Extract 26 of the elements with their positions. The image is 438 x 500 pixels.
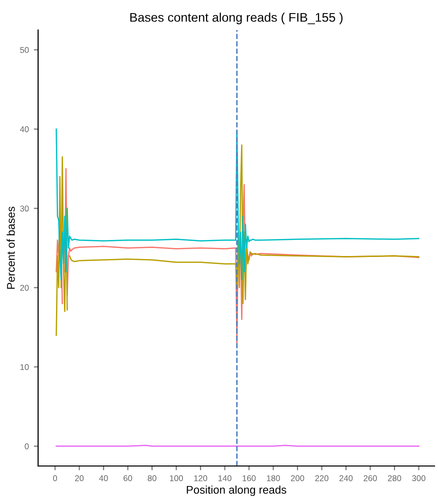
y-tick-label: 50 [20, 47, 29, 53]
x-tick-label: 220 [315, 475, 328, 482]
x-tick-label: 60 [124, 475, 132, 482]
x-tick-label: 40 [99, 475, 108, 482]
x-tick-label: 80 [148, 475, 156, 482]
y-tick-label: 0 [24, 443, 29, 450]
x-tick-label: 260 [364, 475, 377, 482]
x-tick-label: 240 [339, 475, 353, 482]
y-axis-title: Percent of bases [6, 206, 15, 289]
y-tick-label: 40 [20, 126, 29, 132]
x-tick-label: 180 [266, 475, 280, 482]
chart-title: Bases content along reads ( FIB_155 ) [130, 12, 343, 24]
y-tick-label: 30 [20, 206, 29, 212]
x-axis-title: Position along reads [186, 486, 286, 496]
x-tick-label: 0 [53, 475, 58, 482]
x-tick-label: 20 [75, 475, 84, 482]
x-tick-label: 300 [412, 475, 426, 482]
x-tick-label: 200 [290, 475, 304, 482]
x-tick-label: 160 [242, 475, 256, 482]
x-tick-label: 120 [194, 475, 208, 482]
x-tick-label: 140 [218, 475, 232, 482]
y-tick-label: 20 [20, 284, 29, 291]
x-tick-label: 280 [388, 475, 402, 482]
y-tick-label: 10 [20, 364, 29, 370]
x-tick-label: 100 [170, 475, 183, 482]
line-series [56, 128, 420, 280]
